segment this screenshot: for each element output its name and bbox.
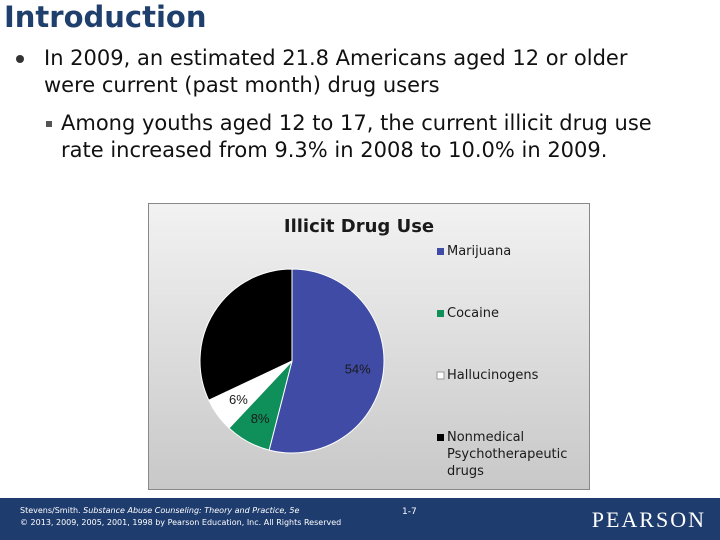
footer-bar: Stevens/Smith. Substance Abuse Counselin… (0, 498, 720, 540)
legend-swatch-nonmedical-psychotherapeutic-drugs (437, 434, 444, 441)
citation: Stevens/Smith. Substance Abuse Counselin… (20, 505, 341, 529)
bullet-square-icon (46, 121, 52, 127)
legend-label-marijuana: Marijuana (447, 244, 511, 259)
chart-title: Illicit Drug Use (284, 216, 434, 237)
page-number: 1-7 (402, 507, 417, 517)
slide-title: Introduction (4, 0, 207, 34)
pearson-logo: PEARSON (591, 507, 706, 532)
legend-swatch-marijuana (437, 248, 444, 255)
legend-label-cocaine: Cocaine (447, 306, 499, 321)
bullet-sub-text: Among youths aged 12 to 17, the current … (61, 111, 652, 162)
bullet-dot-icon (16, 55, 24, 63)
pie-chart: Illicit Drug Use 54% 8% 6% Marijuana Cocain… (148, 203, 590, 490)
legend-label-nonmedical-psychotherapeutic-drugs: Nonmedical (447, 430, 524, 445)
legend-swatch-cocaine (437, 310, 444, 317)
legend-label-nonmedical-psychotherapeutic-drugs: Psychotherapeutic (447, 447, 567, 462)
pie-slice-nonmedical-psychotherapeutic-drugs (199, 268, 293, 401)
bullet-main: In 2009, an estimated 21.8 Americans age… (16, 45, 666, 99)
bullet-main-text: In 2009, an estimated 21.8 Americans age… (44, 46, 628, 97)
legend-label-hallucinogens: Hallucinogens (447, 368, 539, 383)
legend-swatch-hallucinogens (436, 371, 445, 380)
citation-copyright: © 2013, 2009, 2005, 2001, 1998 by Pearso… (20, 518, 342, 527)
citation-book-title: Substance Abuse Counseling: Theory and P… (83, 506, 300, 515)
bullet-sub: Among youths aged 12 to 17, the current … (46, 110, 666, 164)
chart-legend: Marijuana Cocaine Hallucinogens Nonmedical P… (436, 244, 567, 479)
data-label-cocaine: 8% (251, 411, 270, 426)
data-label-marijuana: 54% (345, 361, 371, 376)
citation-author: Stevens/Smith. (20, 506, 84, 515)
data-label-hallucinogens: 6% (229, 392, 248, 407)
pie-slice-marijuana (268, 268, 385, 454)
legend-label-nonmedical-psychotherapeutic-drugs: drugs (447, 464, 484, 479)
pie-chart-svg: Illicit Drug Use 54% 8%6% Marijuana Cocain… (199, 216, 567, 479)
pie-slices: 54% 8%6% (199, 268, 385, 454)
